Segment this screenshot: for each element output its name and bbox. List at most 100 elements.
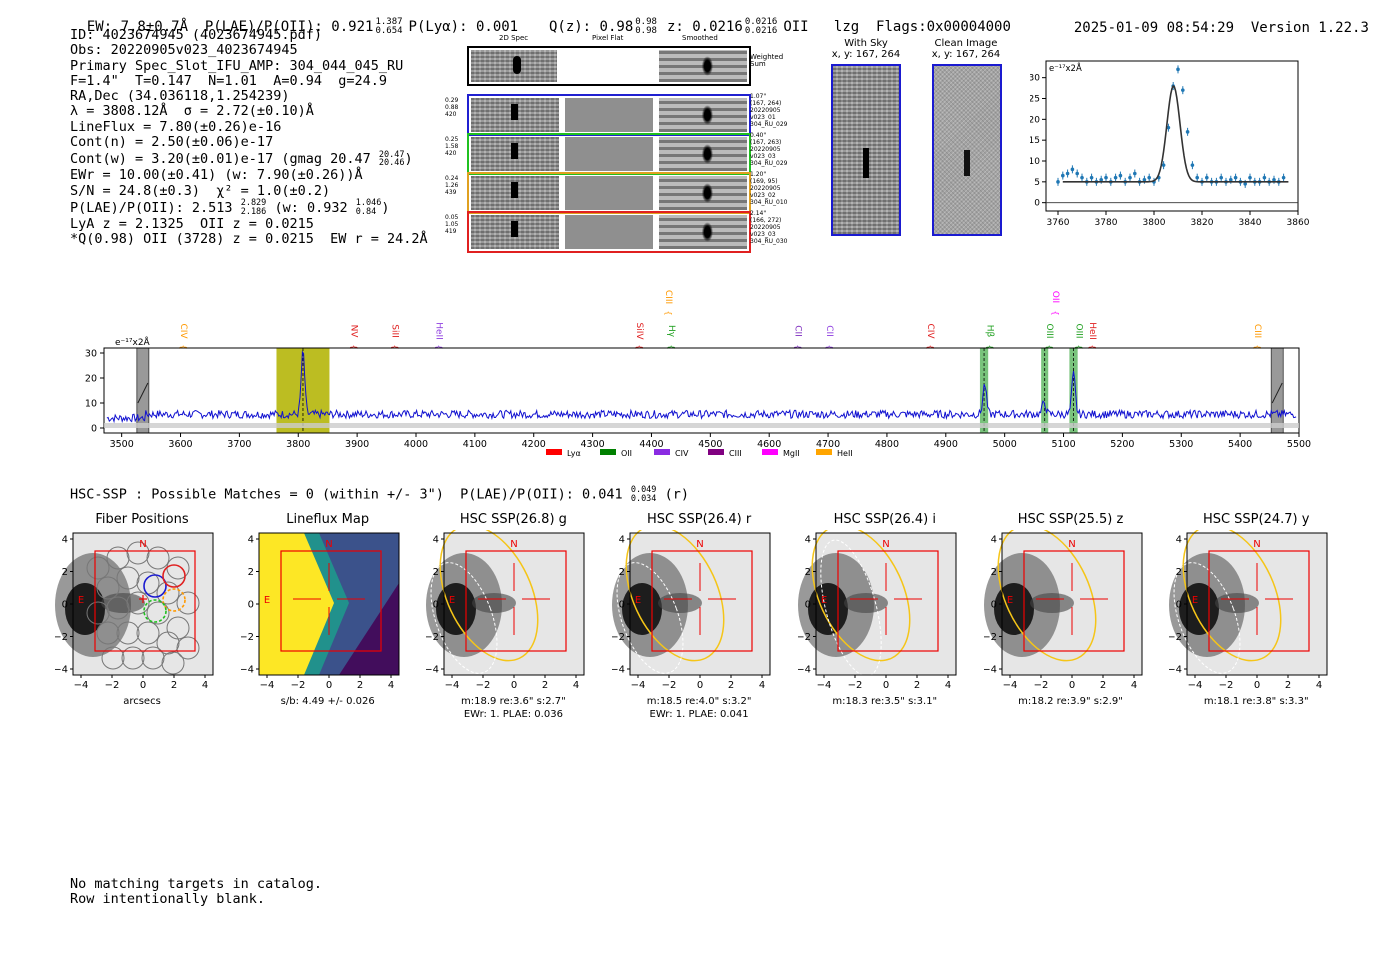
hsc-panel-title: HSC SSP(26.8) g: [459, 512, 567, 527]
hsc-galaxy-arm: [1029, 593, 1074, 613]
spec-line-label: SiIV: [634, 322, 644, 340]
spec-line-bracket: {: [1045, 344, 1054, 349]
hsc-dashed-ellipse: [1173, 562, 1241, 674]
spec-line-bracket: {: [179, 344, 188, 349]
spec-line-labels: CIV{NV{SiII{HeII{SiIV{CIII{Hγ{CII{CII{CI…: [178, 290, 1262, 350]
spec-line-label: OII: [1050, 291, 1060, 303]
fit-point: [1070, 167, 1075, 172]
cutout-2d-source: [511, 182, 518, 198]
info-ewr: EWr = 10.00(±0.41) (w: 7.90(±0.26))Å: [70, 167, 363, 184]
spec-xtick-label: 3900: [345, 439, 369, 450]
hsc-ytick-label: −2: [798, 632, 811, 643]
fit-gaussian-curve: [1062, 84, 1289, 183]
clean-xy: x, y: 167, 264: [931, 49, 1001, 60]
hsc-panel-caption: arcsecs: [123, 696, 161, 707]
hsc-ytick-label: −4: [241, 665, 254, 676]
spec-line-label: CII: [824, 325, 834, 337]
hsc-ytick-label: 0: [433, 600, 439, 611]
spec-bands: [136, 347, 1284, 434]
spec-line-bracket: {: [1088, 344, 1097, 349]
with-sky-image: [831, 64, 901, 236]
lineflux-low: [338, 583, 399, 675]
spec-line-label: HeII: [434, 322, 444, 340]
cutout-smooth-image: [659, 215, 747, 249]
fit-point: [1181, 88, 1185, 92]
info-contw: Cont(w) = 3.20(±0.01)e-17 (gmag 20.47: [70, 151, 371, 168]
hsc-east-label: E: [264, 595, 270, 606]
info-lineflux: LineFlux = 7.80(±0.26)e-16: [70, 118, 282, 135]
info-lya: LyA z = 2.1325 OII z = 0.0215: [70, 215, 314, 232]
fiber-circle-orange: [162, 588, 186, 612]
hsc-aperture-ellipse: [439, 530, 539, 662]
cutout-smooth-image: [659, 176, 747, 210]
spec-line-bracket: {: [1253, 344, 1262, 349]
fit-point: [1248, 175, 1252, 180]
hsc-search-box: [465, 550, 567, 652]
cutout-2d-source: [511, 143, 518, 159]
fit-xtick-label: 3800: [1143, 218, 1166, 228]
header-qz: Q(z): 0.98: [548, 19, 634, 35]
header-ew-plae: EW: 7.8±0.7Å P(LAE)/P(OII): 0.921: [86, 19, 374, 35]
spec-legend-label: CIV: [675, 449, 689, 458]
hsc-ytick-label: −4: [984, 665, 997, 676]
fiber-circle: [86, 556, 110, 580]
info-q: *Q(0.98) OII (3728) z = 0.0215 EW r = 24…: [70, 231, 428, 248]
hsc-xtick-label: 4: [759, 680, 765, 690]
hsc-xtick-label: −4: [1002, 680, 1017, 690]
hsc-summary-hi: 0.049: [630, 485, 657, 495]
hsc-galaxy-core: [436, 583, 477, 635]
hsc-ytick-label: 4: [433, 535, 439, 546]
hsc-xtick-label: 0: [326, 680, 332, 690]
info-plae-w-hi: 1.046: [355, 198, 382, 209]
fiber-circle: [136, 621, 160, 645]
header-plae-lo: 0.654: [375, 26, 403, 36]
spec-line-label: CIV: [178, 323, 188, 339]
hsc-summary: HSC-SSP : Possible Matches = 0 (within +…: [70, 486, 689, 503]
cutout-2d-image: [471, 215, 559, 249]
cutout-smooth-image: [659, 137, 747, 171]
fit-point: [1243, 182, 1247, 186]
spec-legend: Lyα OII CIV CIII MgII HeII: [546, 449, 853, 458]
hsc-panel-title: HSC SSP(24.7) y: [1202, 512, 1310, 527]
fit-point: [1142, 177, 1147, 182]
spec-line-label: Hγ: [666, 325, 676, 338]
hsc-panel-image: N E −4 −4 −2 −2 0 0 2 2 4 4: [426, 530, 585, 690]
spec-legend-label: HeII: [837, 449, 853, 458]
header-z-lo: 0.0216: [744, 26, 778, 36]
hsc-panel-caption: m:18.9 re:3.6" s:2.7": [461, 696, 566, 707]
spec-masked-hatch: [137, 382, 149, 404]
hsc-ytick-label: −4: [612, 665, 625, 676]
hsc-xtick-label: 0: [697, 680, 703, 690]
hsc-ytick-label: −2: [612, 632, 625, 643]
spec-legend-swatch: [816, 449, 832, 455]
fiber-circle: [156, 631, 180, 655]
cutout-row-right-info: 2.14" (166, 272) 20220905 v023_03 304_RU…: [750, 210, 788, 245]
spec-xtick-label: 5100: [1051, 439, 1075, 450]
info-id: ID: 4023674945 (4023674945.pdf): [70, 27, 322, 43]
hsc-ytick-label: 2: [247, 567, 253, 578]
fit-point: [1104, 175, 1108, 180]
spec-xtick-label: 4000: [404, 439, 428, 450]
hsc-ytick-label: 4: [619, 535, 625, 546]
hsc-xtick-label: 0: [140, 680, 146, 690]
spec-ytick-label: 0: [91, 424, 97, 435]
spec-line-bracket: {: [1075, 344, 1084, 349]
hsc-ytick-label: 0: [62, 600, 68, 611]
fit-axes: 3760 3780 3800 3820 3840 3860 0 5 10 15 20 25 30: [1030, 74, 1310, 228]
fit-point: [1075, 171, 1079, 176]
hsc-xtick-label: −4: [74, 680, 89, 690]
fiber-circle: [106, 596, 130, 620]
fit-point: [1113, 175, 1118, 180]
fit-point: [1161, 163, 1166, 167]
info-plae-line: P(LAE)/P(OII): 2.513 2.829 2.186 (w: 0.93…: [70, 198, 390, 217]
fit-ytick-label: 25: [1030, 95, 1040, 105]
hsc-xtick-label: −4: [259, 680, 274, 690]
hsc-galaxy-arm: [1215, 593, 1260, 613]
hsc-xtick-label: 4: [1316, 680, 1322, 690]
spec-ytick-label: 20: [85, 374, 97, 385]
cutout-row: [467, 94, 751, 136]
hsc-dashed-ellipse: [616, 562, 684, 674]
hsc-ytick-label: 0: [619, 600, 625, 611]
hsc-panel-title: HSC SSP(25.5) z: [1017, 512, 1124, 527]
spec-legend-swatch: [708, 449, 724, 455]
